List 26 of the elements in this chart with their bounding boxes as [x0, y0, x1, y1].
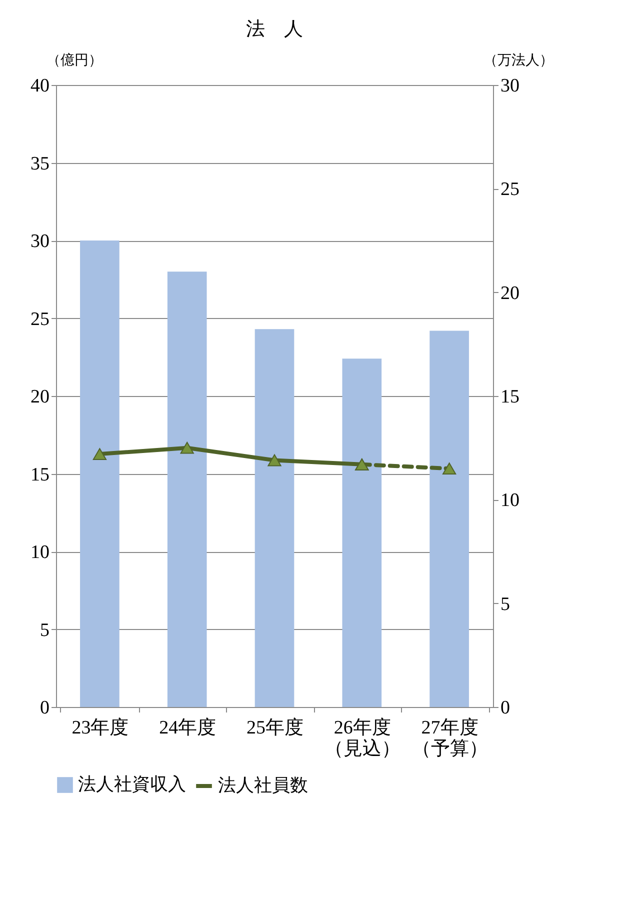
y2-tick-label: 25	[500, 179, 520, 200]
y-tick-label: 20	[30, 386, 50, 408]
y-tick-label: 40	[30, 76, 50, 96]
y-axis-title: （億円）	[46, 52, 102, 68]
y-tick-label: 25	[30, 308, 50, 330]
x-tick-label: 24年度	[159, 716, 216, 738]
y-tick-label: 15	[30, 464, 50, 486]
x-tick-label: 26年度（見込）	[324, 716, 400, 760]
chart-title: 法 人	[246, 19, 303, 40]
y2-tick-label: 0	[500, 698, 510, 718]
y-tick-label: 10	[30, 542, 50, 563]
legend-label: 法人社資収入	[78, 774, 186, 794]
y-tick-label: 35	[30, 153, 50, 174]
y2-tick-label: 15	[500, 386, 520, 408]
y-tick-label: 0	[40, 698, 50, 718]
y2-axis-title: （万法人）	[484, 52, 554, 68]
y-tick-label: 30	[30, 231, 50, 252]
x-tick-label: 27年度（予算）	[412, 716, 488, 760]
x-tick-label: 25年度	[246, 716, 304, 738]
y2-tick-label: 10	[500, 490, 520, 512]
legend-label: 法人社員数	[218, 775, 308, 795]
y2-tick-label: 5	[500, 594, 510, 615]
y2-tick-label: 30	[500, 76, 520, 96]
x-tick-label: 23年度	[72, 716, 129, 738]
y2-tick-label: 20	[500, 282, 520, 304]
y-tick-label: 5	[40, 620, 50, 641]
